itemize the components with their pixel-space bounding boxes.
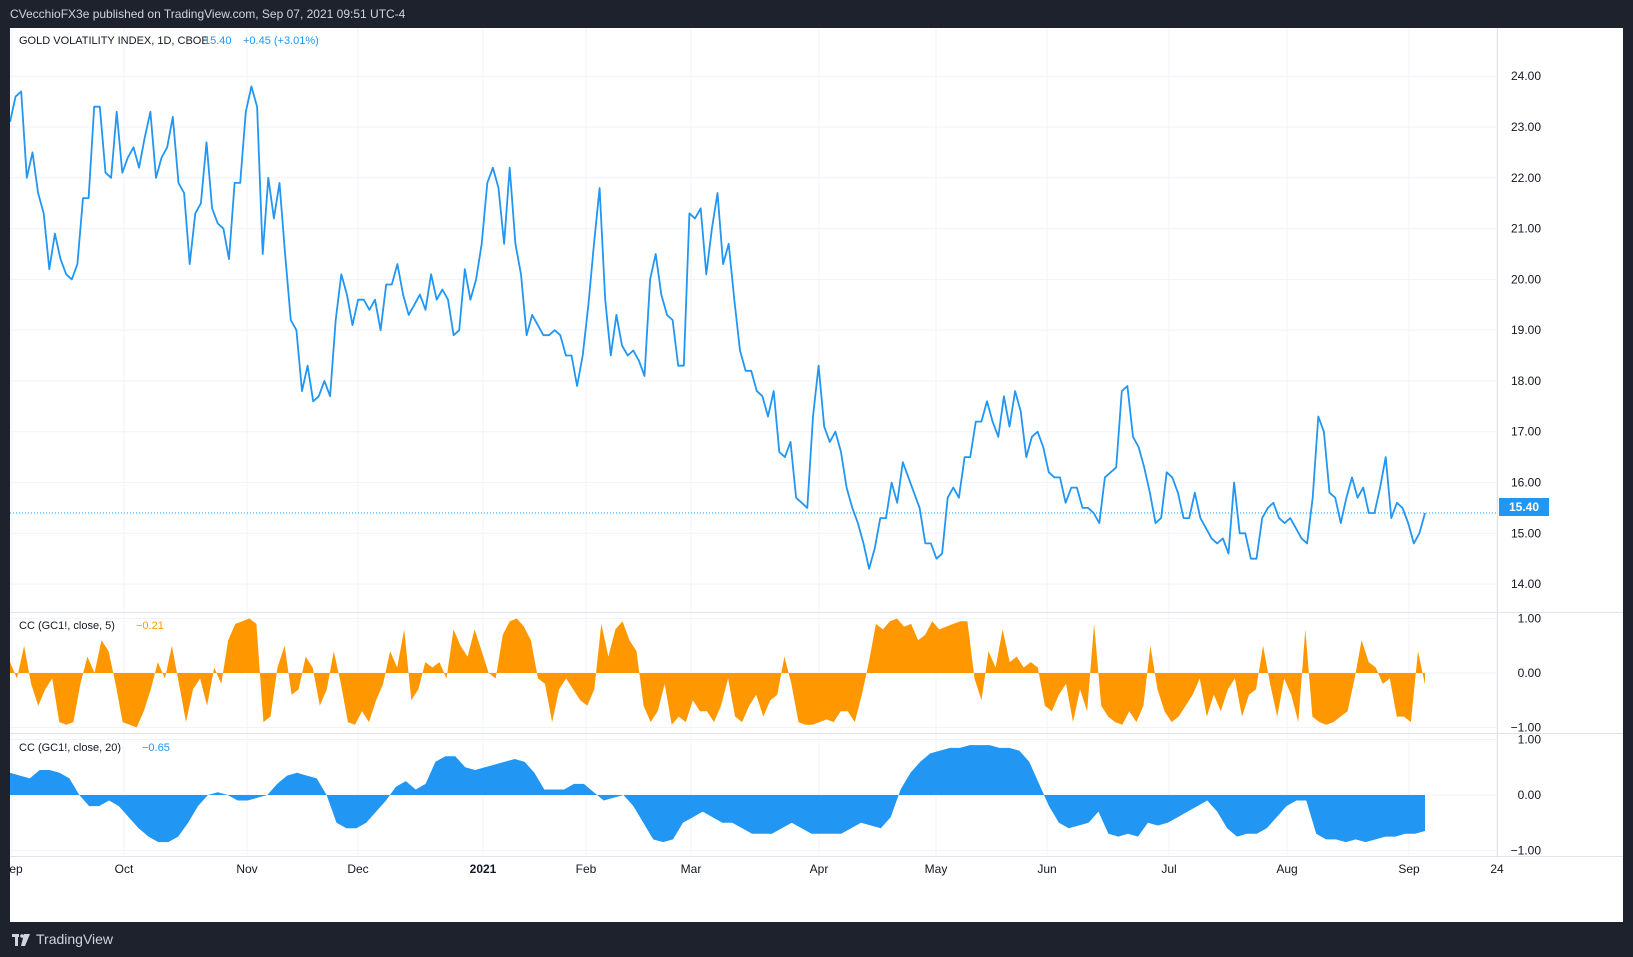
- y-tick-label: 14.00: [1511, 577, 1541, 591]
- chart-frame[interactable]: 24.00 23.00 22.00 21.00 20.00 19.00 18.00 17.00…: [1, 28, 1623, 922]
- x-tick-label: May: [925, 862, 948, 876]
- x-tick-label: Mar: [681, 862, 702, 876]
- x-tick-label: Feb: [576, 862, 597, 876]
- x-tick-label: Nov: [236, 862, 257, 876]
- y-tick-label: 0.00: [1518, 788, 1542, 802]
- published-info: CVecchioFX3e published on TradingView.co…: [10, 7, 406, 21]
- series-area: [10, 745, 1425, 843]
- time-axis: Sep Oct Nov Dec 2021 Feb Mar Apr May Jun Jul Aug Sep…: [1, 862, 1504, 876]
- cc5-pane: 1.00 0.00 −1.00: [10, 611, 1542, 735]
- main-pane: 24.00 23.00 22.00 21.00 20.00 19.00 18.00 17.00…: [9, 69, 1541, 591]
- y-tick-label: 16.00: [1511, 476, 1541, 490]
- x-tick-label: Aug: [1276, 862, 1297, 876]
- x-tick-label: Jul: [1161, 862, 1176, 876]
- y-tick-label: 18.00: [1511, 374, 1541, 388]
- cc20-pane: 1.00 0.00 −1.00: [10, 733, 1542, 857]
- main-legend-value: 15.40: [204, 35, 232, 47]
- x-tick-label: Oct: [115, 862, 134, 876]
- series-line: [9, 85, 1426, 570]
- tradingview-brand[interactable]: TradingView: [12, 922, 113, 957]
- y-tick-label: 1.00: [1518, 611, 1542, 625]
- x-tick-label: Jun: [1037, 862, 1056, 876]
- main-legend-change: +0.45 (+3.01%): [243, 35, 319, 47]
- x-tick-label: 2021: [470, 862, 497, 876]
- y-tick-label: 0.00: [1518, 666, 1542, 680]
- footer-bar: TradingView: [0, 922, 1633, 957]
- y-tick-label: 23.00: [1511, 120, 1541, 134]
- cc5-legend-title: CC (GC1!, close, 5): [19, 620, 115, 632]
- cc20-legend-title: CC (GC1!, close, 20): [19, 742, 121, 754]
- tradingview-logo-icon: [12, 933, 30, 946]
- x-tick-label: Sep: [10, 862, 23, 876]
- y-tick-label: 17.00: [1511, 425, 1541, 439]
- y-tick-label: −1.00: [1511, 721, 1542, 735]
- x-tick-label: Dec: [347, 862, 368, 876]
- y-tick-label: 19.00: [1511, 323, 1541, 337]
- x-tick-label: Sep: [1398, 862, 1420, 876]
- y-tick-label: 20.00: [1511, 272, 1541, 286]
- y-tick-label: −1.00: [1511, 843, 1542, 857]
- cc5-legend-value: −0.21: [136, 620, 164, 632]
- x-tick-label: Apr: [810, 862, 829, 876]
- y-tick-label: 1.00: [1518, 733, 1542, 747]
- series-area: [10, 618, 1425, 728]
- x-tick-label: 24: [1490, 862, 1504, 876]
- y-tick-label: 15.00: [1511, 526, 1541, 540]
- y-tick-label: 21.00: [1511, 222, 1541, 236]
- main-legend-title: GOLD VOLATILITY INDEX, 1D, CBOE: [19, 35, 209, 47]
- chart-canvas[interactable]: 24.00 23.00 22.00 21.00 20.00 19.00 18.00 17.00…: [1, 28, 1623, 922]
- y-tick-label: 22.00: [1511, 171, 1541, 185]
- y-tick-label: 24.00: [1511, 69, 1541, 83]
- price-label-badge: [1499, 498, 1549, 516]
- grid-lines: [10, 28, 1498, 856]
- price-label-text: 15.40: [1509, 500, 1539, 514]
- cc20-legend-value: −0.65: [142, 742, 170, 754]
- tradingview-brand-text: TradingView: [36, 931, 114, 947]
